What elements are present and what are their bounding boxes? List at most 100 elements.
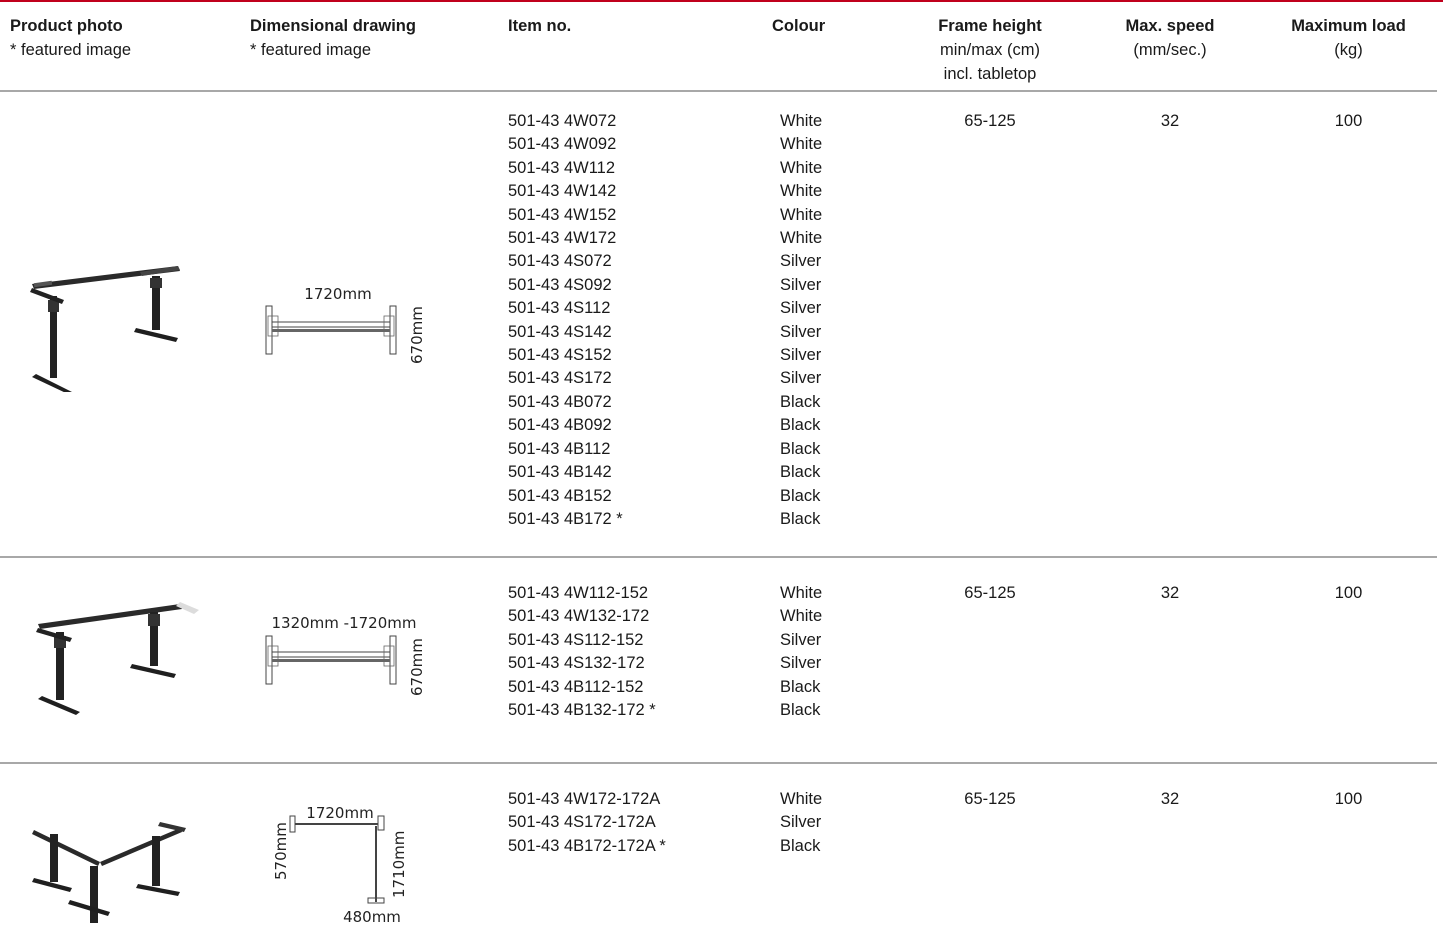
colour-list: White White White White White White Silver Silv…	[780, 110, 822, 531]
header-title: Item no.	[508, 17, 572, 35]
colour-value: Black	[780, 486, 821, 505]
item-number: 501-43 4W072	[508, 112, 617, 130]
colour-value: Silver	[780, 630, 822, 649]
header-product-photo: Product photo * featured image	[10, 14, 131, 62]
row-separator	[0, 762, 1437, 764]
header-title: Maximum load	[1291, 17, 1406, 35]
frame-height-value: 65-125	[964, 790, 1016, 808]
colour-value: Silver	[780, 654, 822, 673]
colour-value: Black	[780, 701, 821, 720]
item-number: 501-43 4B072	[508, 392, 612, 411]
item-number: 501-43 4B172 *	[508, 509, 623, 528]
item-number: 501-43 4W112-152	[508, 584, 649, 602]
dimensional-drawing-straight: 1720mm 670mm	[258, 284, 438, 373]
colour-value: Black	[780, 509, 821, 528]
item-number: 501-43 4S132-172	[508, 654, 645, 673]
header-subtitle: min/max (cm)	[940, 41, 1040, 59]
item-number: 501-43 4W152	[508, 205, 617, 224]
drawing-width-label: 1720mm	[304, 285, 371, 303]
header-title: Max. speed	[1125, 17, 1215, 35]
header-subtitle: * featured image	[10, 41, 132, 59]
colour-value: Black	[780, 836, 821, 855]
item-number-list: 501-43 4W172-172A 501-43 4S172-172A 501-43…	[508, 788, 666, 858]
drawing-bottom-label: 480mm	[343, 908, 401, 923]
drawing-depth-label: 570mm	[272, 822, 290, 880]
header-dimensional-drawing: Dimensional drawing * featured image	[250, 14, 416, 62]
row-separator	[0, 90, 1437, 92]
item-number: 501-43 4S142	[508, 322, 612, 341]
item-number: 501-43 4B112	[508, 439, 611, 458]
header-frame-height: Frame height min/max (cm) incl. tabletop	[910, 14, 1070, 86]
item-number: 501-43 4B132-172 *	[508, 701, 656, 720]
drawing-width-label: 1320mm -1720mm	[272, 614, 417, 632]
max-load-value: 100	[1334, 584, 1363, 602]
header-title: Colour	[772, 17, 826, 35]
colour-value: White	[780, 158, 823, 177]
colour-value: White	[780, 112, 823, 130]
max-speed-value: 32	[1160, 112, 1180, 130]
product-photo-straight-frame	[28, 262, 188, 397]
drawing-height-label: 670mm	[408, 638, 426, 696]
colour-value: White	[780, 182, 823, 201]
colour-value: Black	[780, 463, 821, 482]
colour-value: White	[780, 229, 823, 248]
max-speed-value: 32	[1160, 790, 1180, 808]
colour-list: White Silver Black	[780, 788, 822, 858]
header-maximum-load: Maximum load (kg)	[1270, 14, 1427, 62]
colour-value: Silver	[780, 252, 822, 271]
item-number: 501-43 4W132-172	[508, 607, 650, 626]
item-number: 501-43 4W092	[508, 135, 617, 154]
header-title: Dimensional drawing	[250, 17, 416, 35]
header-title: Frame height	[938, 17, 1042, 35]
item-number: 501-43 4S152	[508, 346, 612, 365]
colour-value: White	[780, 205, 823, 224]
colour-value: White	[780, 584, 823, 602]
header-max-speed: Max. speed (mm/sec.)	[1100, 14, 1240, 62]
colour-value: Silver	[780, 369, 822, 388]
item-number: 501-43 4S172	[508, 369, 612, 388]
header-title: Product photo	[10, 17, 123, 35]
item-number: 501-43 4S172-172A	[508, 813, 656, 832]
item-number: 501-43 4W112	[508, 158, 616, 177]
dimensional-drawing-corner: 1720mm 570mm 1710mm 480mm	[268, 798, 418, 928]
max-load-value: 100	[1334, 790, 1363, 808]
drawing-length-label: 1710mm	[390, 831, 408, 898]
colour-list: White White Silver Silver Black Black	[780, 582, 822, 722]
colour-value: Silver	[780, 346, 822, 365]
colour-value: Silver	[780, 299, 822, 318]
frame-height-value: 65-125	[964, 112, 1016, 130]
item-number: 501-43 4W142	[508, 182, 617, 201]
item-number: 501-43 4S092	[508, 275, 612, 294]
colour-value: White	[780, 790, 823, 808]
colour-value: White	[780, 607, 823, 626]
header-colour: Colour	[772, 14, 825, 38]
item-number: 501-43 4B172-172A *	[508, 836, 666, 855]
colour-value: Silver	[780, 275, 822, 294]
colour-value: Silver	[780, 322, 822, 341]
item-number-list: 501-43 4W072 501-43 4W092 501-43 4W112 501-…	[508, 110, 623, 531]
item-number: 501-43 4W172-172A	[508, 790, 661, 808]
colour-value: Silver	[780, 813, 822, 832]
item-number: 501-43 4B112-152	[508, 677, 644, 696]
drawing-width-label: 1720mm	[306, 804, 373, 822]
dimensional-drawing-adjustable: 1320mm -1720mm 670mm	[258, 610, 438, 703]
colour-value: Black	[780, 439, 821, 458]
item-number: 501-43 4S072	[508, 252, 612, 271]
item-number-list: 501-43 4W112-152 501-43 4W132-172 501-43 4…	[508, 582, 656, 722]
item-number: 501-43 4B092	[508, 416, 612, 435]
max-speed-value: 32	[1160, 584, 1180, 602]
product-photo-corner-frame	[30, 800, 200, 928]
item-number: 501-43 4W172	[508, 229, 617, 248]
colour-value: White	[780, 135, 823, 154]
header-item-no: Item no.	[508, 14, 571, 38]
header-subtitle: (mm/sec.)	[1133, 41, 1207, 59]
item-number: 501-43 4B152	[508, 486, 612, 505]
product-photo-adjustable-frame	[34, 600, 204, 727]
header-subtitle: (kg)	[1334, 41, 1363, 59]
item-number: 501-43 4B142	[508, 463, 612, 482]
colour-value: Black	[780, 677, 821, 696]
header-subtitle: * featured image	[250, 41, 372, 59]
header-subtitle-2: incl. tabletop	[943, 65, 1037, 83]
max-load-value: 100	[1334, 112, 1363, 130]
top-accent-line	[0, 0, 1443, 2]
